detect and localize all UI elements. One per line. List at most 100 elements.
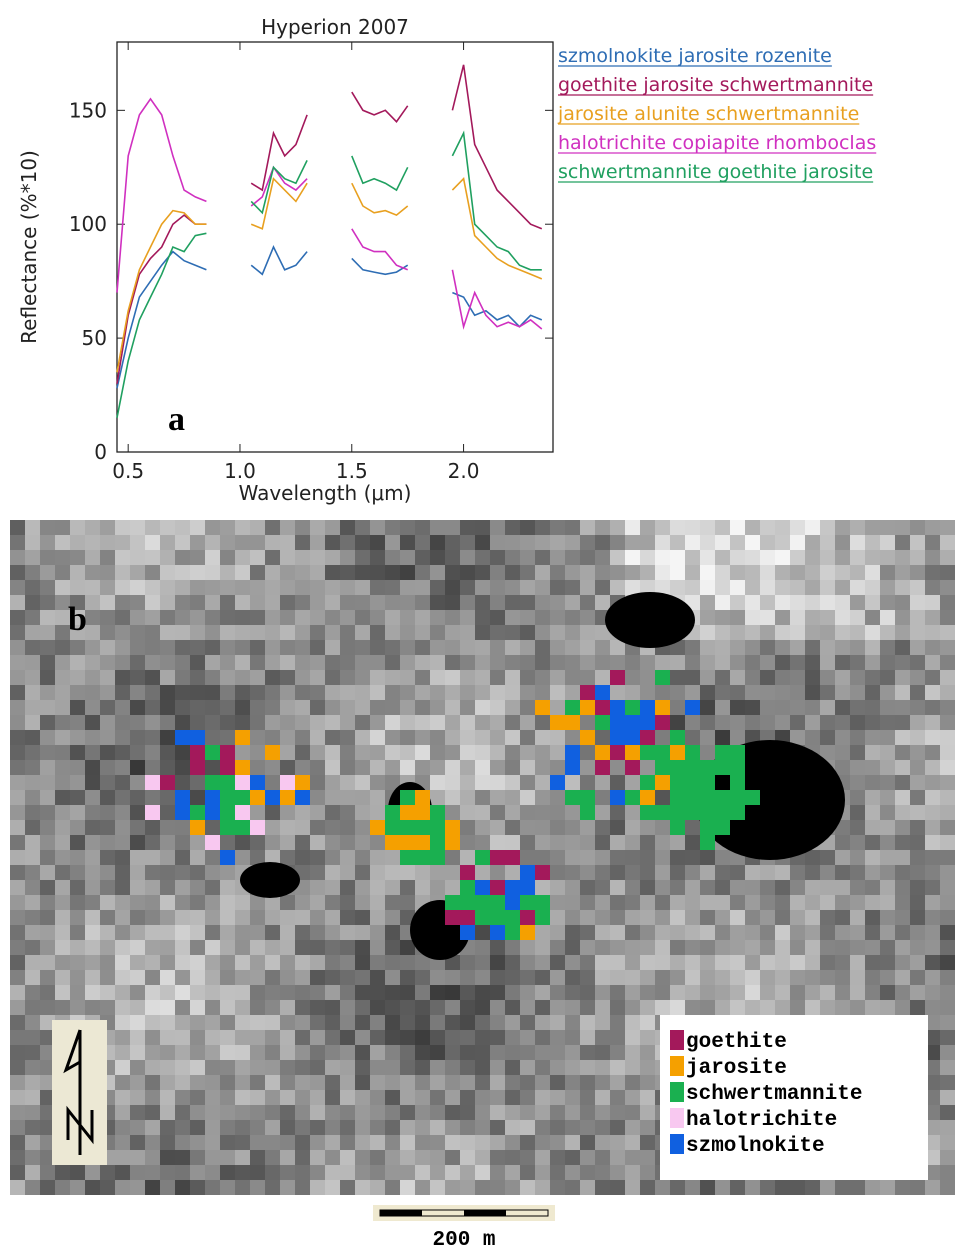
map-pixel	[745, 970, 760, 985]
series-line	[116, 64, 543, 384]
map-pixel	[25, 655, 40, 670]
map-pixel	[190, 1015, 205, 1030]
legend-entry: schwertmannite	[686, 1083, 862, 1106]
map-pixel	[505, 835, 520, 850]
map-pixel	[145, 880, 160, 895]
map-pixel	[295, 1060, 310, 1075]
map-pixel	[205, 535, 220, 550]
map-pixel	[55, 940, 70, 955]
map-pixel	[55, 760, 70, 775]
map-pixel	[910, 910, 925, 925]
map-pixel	[190, 685, 205, 700]
map-pixel	[115, 580, 130, 595]
map-pixel	[595, 985, 610, 1000]
map-pixel	[850, 595, 865, 610]
map-pixel	[250, 595, 265, 610]
map-pixel	[715, 940, 730, 955]
map-pixel	[40, 520, 55, 535]
map-pixel	[175, 625, 190, 640]
map-pixel	[355, 535, 370, 550]
map-pixel	[880, 970, 895, 985]
map-pixel	[10, 1165, 25, 1180]
map-pixel	[355, 1090, 370, 1105]
map-pixel	[25, 880, 40, 895]
map-pixel	[190, 1045, 205, 1060]
class-pixel	[235, 730, 250, 745]
map-pixel	[250, 625, 265, 640]
class-pixel	[265, 790, 280, 805]
map-pixel	[445, 655, 460, 670]
map-pixel	[580, 535, 595, 550]
map-pixel	[850, 790, 865, 805]
map-pixel	[115, 535, 130, 550]
map-pixel	[115, 730, 130, 745]
class-pixel	[685, 700, 700, 715]
map-pixel	[160, 925, 175, 940]
map-pixel	[445, 955, 460, 970]
map-pixel	[850, 520, 865, 535]
map-pixel	[505, 715, 520, 730]
class-pixel	[235, 820, 250, 835]
map-pixel	[565, 1150, 580, 1165]
map-pixel	[100, 610, 115, 625]
map-pixel	[280, 1105, 295, 1120]
map-pixel	[175, 1090, 190, 1105]
map-pixel	[235, 655, 250, 670]
class-pixel	[535, 700, 550, 715]
map-pixel	[400, 640, 415, 655]
map-pixel	[475, 610, 490, 625]
class-pixel	[655, 700, 670, 715]
map-pixel	[385, 745, 400, 760]
map-pixel	[295, 895, 310, 910]
map-pixel	[400, 625, 415, 640]
map-pixel	[310, 805, 325, 820]
map-pixel	[340, 1000, 355, 1015]
map-pixel	[55, 655, 70, 670]
series-line	[116, 177, 543, 373]
north-arrow	[63, 1029, 94, 1155]
map-pixel	[85, 580, 100, 595]
map-pixel	[325, 1150, 340, 1165]
map-pixel	[850, 1180, 865, 1195]
map-water	[240, 862, 300, 898]
map-pixel	[625, 1060, 640, 1075]
map-pixel	[340, 820, 355, 835]
map-pixel	[550, 850, 565, 865]
map-pixel	[355, 925, 370, 940]
map-pixel	[670, 670, 685, 685]
map-pixel	[25, 790, 40, 805]
map-pixel	[205, 895, 220, 910]
map-pixel	[445, 760, 460, 775]
map-pixel	[160, 1060, 175, 1075]
map-pixel	[70, 820, 85, 835]
map-pixel	[565, 1015, 580, 1030]
map-pixel	[640, 1150, 655, 1165]
map-pixel	[850, 625, 865, 640]
map-pixel	[790, 595, 805, 610]
map-pixel	[655, 655, 670, 670]
map-pixel	[640, 685, 655, 700]
map-pixel	[910, 625, 925, 640]
map-pixel	[940, 1120, 955, 1135]
map-pixel	[325, 1120, 340, 1135]
class-pixel	[535, 895, 550, 910]
map-pixel	[550, 1045, 565, 1060]
map-pixel	[790, 610, 805, 625]
map-pixel	[685, 850, 700, 865]
y-tick-label: 50	[82, 326, 107, 350]
map-pixel	[295, 1165, 310, 1180]
map-pixel	[115, 865, 130, 880]
map-pixel	[505, 625, 520, 640]
map-pixel	[595, 775, 610, 790]
map-pixel	[910, 640, 925, 655]
map-pixel	[505, 640, 520, 655]
map-pixel	[490, 565, 505, 580]
legend-entry: jarosite	[686, 1057, 787, 1080]
map-pixel	[370, 1105, 385, 1120]
map-pixel	[55, 535, 70, 550]
map-pixel	[190, 625, 205, 640]
map-pixel	[835, 640, 850, 655]
map-pixel	[835, 955, 850, 970]
map-pixel	[415, 1000, 430, 1015]
map-pixel	[610, 1060, 625, 1075]
